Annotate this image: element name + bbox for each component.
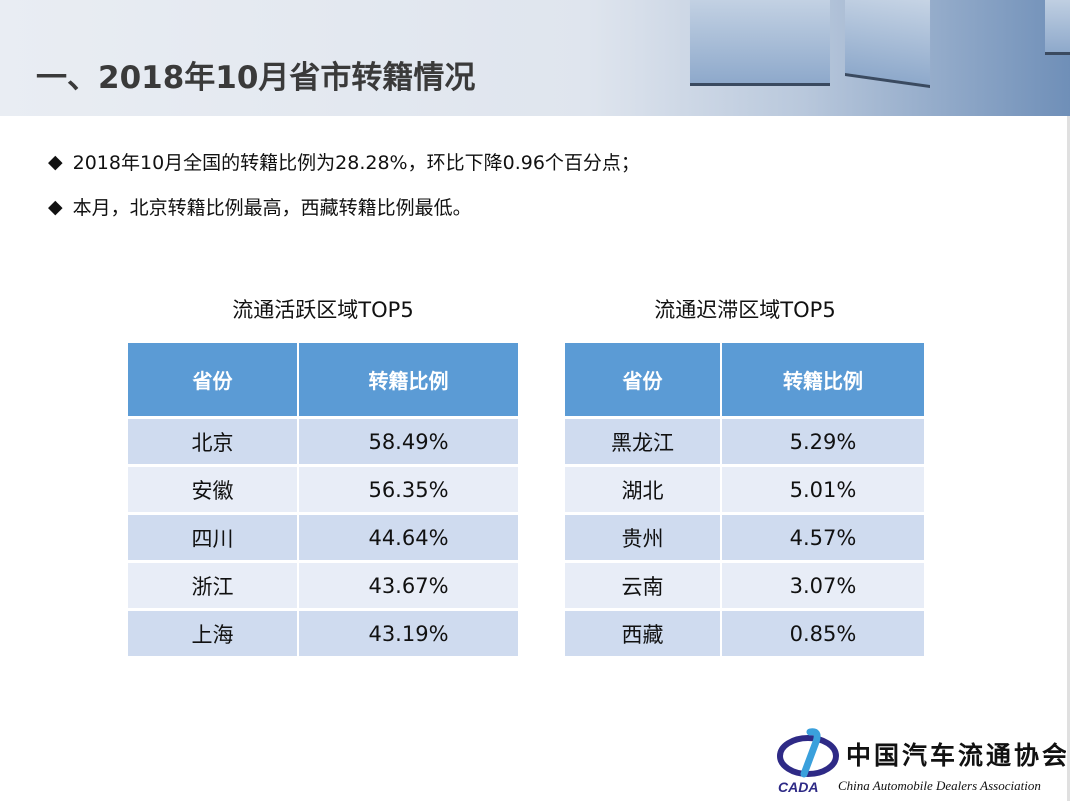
page-title: 一、2018年10月省市转籍情况 (36, 60, 476, 96)
column-header: 转籍比例 (722, 343, 924, 416)
diamond-icon: ◆ (48, 150, 63, 173)
ratio-cell: 44.64% (299, 515, 518, 560)
ratio-cell: 56.35% (299, 467, 518, 512)
table-row: 北京 58.49% (128, 419, 518, 464)
table-row: 湖北 5.01% (565, 467, 924, 512)
province-cell: 西藏 (565, 611, 720, 656)
divider (1067, 116, 1070, 801)
decorative-cube (690, 0, 830, 86)
province-cell: 贵州 (565, 515, 720, 560)
table-row: 贵州 4.57% (565, 515, 924, 560)
province-cell: 浙江 (128, 563, 297, 608)
table-caption: 流通活跃区域TOP5 (232, 298, 414, 322)
bullet-item: ◆ 本月，北京转籍比例最高，西藏转籍比例最低。 (48, 193, 472, 220)
bullet-text: 本月，北京转籍比例最高，西藏转籍比例最低。 (72, 197, 472, 219)
bullet-text: 2018年10月全国的转籍比例为28.28%，环比下降0.96个百分点； (72, 152, 640, 174)
ratio-cell: 0.85% (722, 611, 924, 656)
province-cell: 四川 (128, 515, 297, 560)
ratio-cell: 43.19% (299, 611, 518, 656)
province-cell: 北京 (128, 419, 297, 464)
svg-text:China Automobile Dealers Assoc: China Automobile Dealers Association (838, 778, 1041, 793)
table-row: 四川 44.64% (128, 515, 518, 560)
ratio-cell: 58.49% (299, 419, 518, 464)
table-row: 西藏 0.85% (565, 611, 924, 656)
decorative-cube (1045, 0, 1070, 55)
province-cell: 上海 (128, 611, 297, 656)
ratio-cell: 3.07% (722, 563, 924, 608)
column-header: 省份 (565, 343, 720, 416)
svg-text:中国汽车流通协会: 中国汽车流通协会 (846, 741, 1066, 770)
table-row: 云南 3.07% (565, 563, 924, 608)
ratio-cell: 4.57% (722, 515, 924, 560)
table-row: 黑龙江 5.29% (565, 419, 924, 464)
active-regions-table: 省份 转籍比例 北京 58.49% 安徽 56.35% 四川 44.64% 浙江 43.6… (126, 340, 520, 659)
svg-text:CADA: CADA (778, 779, 818, 795)
ratio-cell: 5.01% (722, 467, 924, 512)
cada-logo: CADA 中国汽车流通协会 China Automobile Dealers A… (776, 728, 1067, 796)
province-cell: 黑龙江 (565, 419, 720, 464)
table-caption: 流通迟滞区域TOP5 (654, 298, 836, 322)
province-cell: 安徽 (128, 467, 297, 512)
table-row: 浙江 43.67% (128, 563, 518, 608)
cada-logo-icon: CADA 中国汽车流通协会 China Automobile Dealers A… (777, 728, 1067, 795)
stagnant-regions-table: 省份 转籍比例 黑龙江 5.29% 湖北 5.01% 贵州 4.57% 云南 3.07% … (563, 340, 926, 659)
table-row: 安徽 56.35% (128, 467, 518, 512)
province-cell: 湖北 (565, 467, 720, 512)
header-banner (0, 0, 1070, 116)
bullet-item: ◆ 2018年10月全国的转籍比例为28.28%，环比下降0.96个百分点； (48, 148, 640, 175)
table-row: 上海 43.19% (128, 611, 518, 656)
column-header: 省份 (128, 343, 297, 416)
diamond-icon: ◆ (48, 195, 63, 218)
decorative-cube (845, 0, 930, 88)
province-cell: 云南 (565, 563, 720, 608)
column-header: 转籍比例 (299, 343, 518, 416)
ratio-cell: 5.29% (722, 419, 924, 464)
ratio-cell: 43.67% (299, 563, 518, 608)
